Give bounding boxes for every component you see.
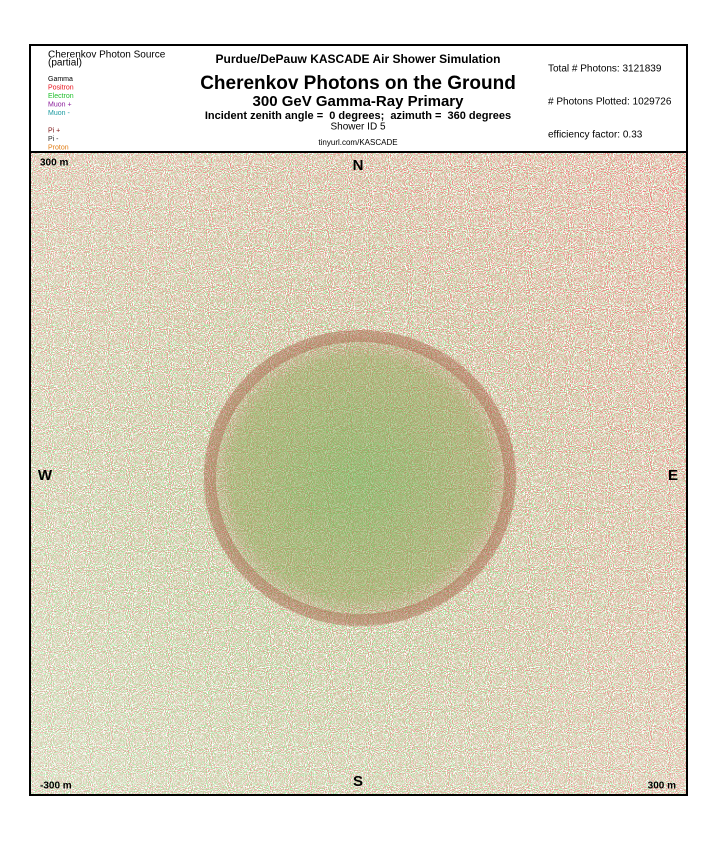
title: Cherenkov Photons on the Ground — [200, 73, 516, 94]
compass-north: N — [353, 157, 364, 174]
pool-core — [200, 328, 520, 628]
total-photons: Total # Photons: 3121839 — [548, 64, 662, 75]
photon-field — [31, 153, 686, 794]
legend-entry: Muon - — [48, 110, 70, 117]
legend-entry: Electron — [48, 93, 74, 100]
legend-title: Cherenkov Photon Source — [48, 50, 166, 61]
corner-bottom-right: 300 m — [648, 781, 676, 792]
legend-entry: Muon + — [48, 102, 72, 109]
corner-bottom-left: -300 m — [40, 781, 72, 792]
subtitle: 300 GeV Gamma-Ray Primary — [253, 93, 465, 110]
legend-entry: Proton — [48, 145, 69, 152]
org: Purdue/DePauw KASCADE Air Shower Simulat… — [216, 52, 501, 66]
compass-south: S — [353, 773, 363, 790]
cherenkov-ring — [204, 330, 516, 626]
shower-id: Shower ID 5 — [330, 122, 385, 133]
legend-entry: Pi + — [48, 127, 60, 134]
url: tinyurl.com/KASCADE — [318, 138, 397, 147]
compass-west: W — [38, 467, 53, 484]
corner-top-left: 300 m — [40, 158, 68, 169]
legend-entry: Positron — [48, 84, 74, 91]
photons-plotted: # Photons Plotted: 1029726 — [548, 97, 672, 108]
efficiency: efficiency factor: 0.33 — [548, 130, 643, 141]
legend-entry: Pi - — [48, 136, 59, 143]
compass-east: E — [668, 467, 678, 484]
legend-note: (partial) — [48, 58, 82, 69]
legend-entry: Gamma — [48, 76, 73, 83]
angles: Incident zenith angle = 0 degrees; azimu… — [205, 110, 511, 122]
